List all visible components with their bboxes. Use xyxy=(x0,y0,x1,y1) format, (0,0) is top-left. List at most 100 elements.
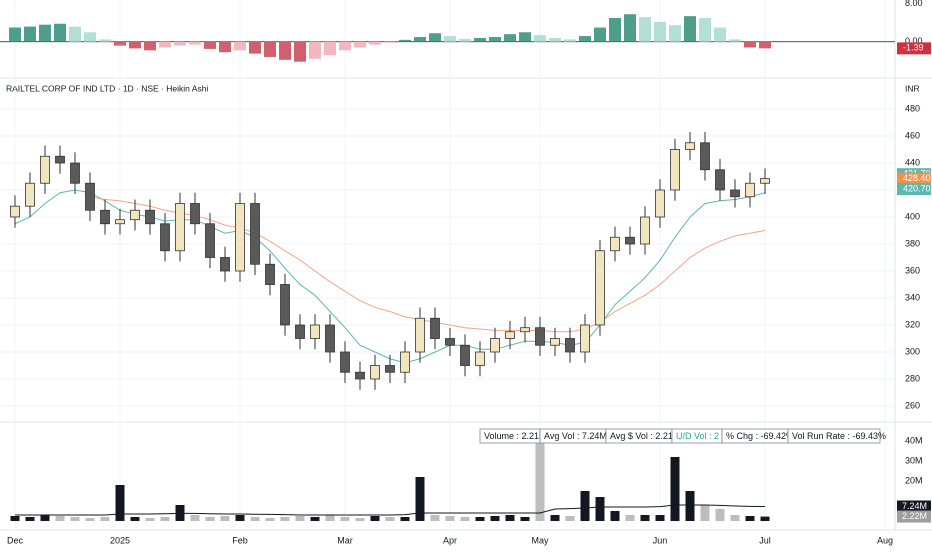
legend-item: Avg $ Vol : 2.21B xyxy=(610,431,679,441)
candle-body xyxy=(85,182,95,211)
volume-bar xyxy=(415,477,425,521)
osc-bar xyxy=(429,33,441,42)
candle-body xyxy=(565,338,575,353)
candle-body xyxy=(610,236,620,252)
osc-bar xyxy=(489,37,501,42)
x-tick-label: 2025 xyxy=(110,535,130,545)
candle-body xyxy=(415,317,425,353)
last-value-label: -1.39 xyxy=(903,43,924,53)
volume-bar xyxy=(595,497,605,521)
candle-body xyxy=(175,203,185,252)
osc-bar xyxy=(579,36,591,42)
candle-body xyxy=(145,209,155,225)
candle-body xyxy=(370,365,380,380)
candle-body xyxy=(655,189,665,218)
osc-bar xyxy=(369,41,381,45)
volume-bar xyxy=(370,516,380,521)
volume-bar xyxy=(235,515,245,521)
y-tick-label: 360 xyxy=(905,265,920,275)
volume-bar xyxy=(625,515,635,521)
osc-bar xyxy=(114,41,126,46)
candle-body xyxy=(205,223,215,258)
osc-bar xyxy=(384,41,396,43)
candle-body xyxy=(685,142,695,150)
volume-bar xyxy=(535,439,545,521)
volume-bar xyxy=(715,509,725,521)
candle-body xyxy=(40,155,50,184)
osc-bar xyxy=(294,41,306,62)
y-tick-label: 440 xyxy=(905,157,920,167)
candle-body xyxy=(430,317,440,339)
osc-bar xyxy=(759,41,771,49)
volume-bar xyxy=(730,515,740,521)
candle-body xyxy=(265,263,275,285)
volume-bar xyxy=(145,518,155,521)
y-tick-label: 260 xyxy=(905,400,920,410)
candle-body xyxy=(280,284,290,326)
price-label-box xyxy=(897,172,931,185)
volume-bar xyxy=(340,517,350,521)
osc-bar xyxy=(354,41,366,48)
volume-bar xyxy=(115,485,125,521)
x-tick-label: Feb xyxy=(232,535,248,545)
x-tick-label: Aug xyxy=(877,535,893,545)
x-tick-label: May xyxy=(531,535,549,545)
candle-body xyxy=(550,338,560,346)
osc-bar xyxy=(564,39,576,42)
volume-badge-label: 7.24M xyxy=(902,501,927,511)
legend-item: % Chg : -69.42% xyxy=(726,431,794,441)
candle-body xyxy=(700,142,710,171)
volume-bar xyxy=(130,517,140,521)
candle-body xyxy=(250,203,260,265)
volume-bar xyxy=(295,516,305,521)
volume-bar xyxy=(100,517,110,521)
candle-body xyxy=(355,371,365,380)
price-label-box xyxy=(897,183,931,196)
osc-bar xyxy=(234,41,246,51)
osc-bar xyxy=(549,37,561,42)
osc-bar xyxy=(189,41,201,45)
volume-badge-label: 2.22M xyxy=(902,511,927,521)
osc-bar xyxy=(99,39,111,42)
osc-bar xyxy=(594,27,606,42)
x-tick-label: Mar xyxy=(337,535,353,545)
volume-bar xyxy=(520,517,530,521)
volume-bar xyxy=(55,516,65,521)
y-tick-label: 460 xyxy=(905,130,920,140)
osc-bar xyxy=(54,23,66,42)
candle-body xyxy=(385,365,395,373)
y-tick-label: 20M xyxy=(905,475,923,485)
volume-bar xyxy=(760,516,770,521)
osc-bar xyxy=(504,34,516,42)
candle-body xyxy=(460,344,470,366)
x-tick-label: Apr xyxy=(443,535,457,545)
volume-bar xyxy=(565,516,575,521)
volume-bar xyxy=(670,457,680,521)
volume-bar xyxy=(460,517,470,521)
candle-body xyxy=(340,351,350,373)
osc-bar xyxy=(399,39,411,42)
candle-body xyxy=(190,203,200,225)
candle-body xyxy=(115,219,125,225)
legend-item: Volume : 2.21M xyxy=(484,431,547,441)
candle-body xyxy=(625,236,635,245)
x-tick-label: Dec xyxy=(7,535,24,545)
y-tick-label: 380 xyxy=(905,238,920,248)
osc-bar xyxy=(204,41,216,49)
volume-bar xyxy=(550,515,560,521)
volume-bar xyxy=(265,518,275,521)
candle-body xyxy=(160,223,170,252)
osc-bar xyxy=(129,41,141,49)
y-tick-label: 0.00 xyxy=(905,36,923,46)
volume-bar xyxy=(325,515,335,521)
candle-body xyxy=(730,189,740,198)
candle-body xyxy=(505,331,515,339)
volume-bar xyxy=(205,517,215,521)
legend-item: U/D Vol : 2 xyxy=(676,431,719,441)
candle-body xyxy=(100,209,110,225)
osc-bar xyxy=(24,26,36,42)
volume-bar xyxy=(10,516,20,521)
